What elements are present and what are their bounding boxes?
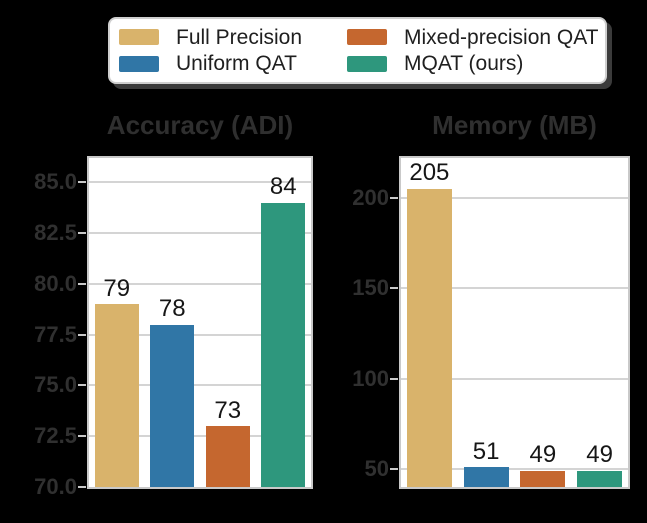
bar-uniform-qat — [463, 467, 509, 487]
ytick-label: 200 — [352, 184, 389, 210]
ytick-mark — [78, 181, 86, 184]
ytick-label: 72.5 — [34, 423, 77, 449]
legend-swatch-mixed-precision-qat — [347, 29, 387, 46]
bar-value-label: 49 — [586, 441, 613, 469]
gridline-y-75 — [89, 384, 311, 387]
legend-swatch-uniform-qat — [119, 55, 159, 72]
ytick-mark — [78, 435, 86, 438]
bar-value-label: 78 — [158, 295, 186, 323]
accuracy-chart-title: Accuracy (ADI) — [106, 110, 294, 140]
ytick-label: 150 — [352, 275, 389, 301]
gridline-y-85 — [89, 181, 311, 184]
legend-item-full-precision: Full Precision — [119, 27, 347, 48]
gridline-y-150 — [401, 287, 628, 290]
bar-value-label: 84 — [269, 173, 297, 201]
ytick-mark — [78, 486, 86, 488]
gridline-y-77.5 — [89, 333, 311, 336]
ytick-label: 82.5 — [34, 220, 77, 246]
legend-item-mixed-precision-qat: Mixed-precision QAT — [347, 27, 599, 48]
bar-value-label: 73 — [214, 396, 242, 424]
bar-value-label: 49 — [529, 441, 557, 469]
ytick-label: 85.0 — [34, 169, 77, 195]
legend-item-mqat-ours: MQAT (ours) — [347, 53, 599, 74]
gridline-y-80 — [89, 282, 311, 285]
legend-label: Mixed-precision QAT — [404, 25, 599, 49]
ytick-mark — [78, 232, 86, 235]
ytick-mark — [78, 282, 86, 285]
ytick-label: 77.5 — [34, 321, 77, 347]
accuracy-chart: Accuracy (ADI) 70.0 72.5 75.0 77.5 80.0 82.5 8… — [34, 112, 313, 499]
bar-uniform-qat — [150, 324, 195, 487]
legend-label: Uniform QAT — [176, 52, 297, 76]
gridline-y-72.5 — [89, 435, 311, 438]
memory-chart-title: Memory (MB) — [432, 110, 597, 140]
ytick-label: 80.0 — [34, 270, 77, 296]
ytick-mark — [390, 377, 398, 380]
gridline-y-200 — [401, 196, 628, 199]
ytick-label: 50 — [364, 455, 389, 481]
gridline-y-100 — [401, 377, 628, 380]
legend: Full Precision Uniform QAT Mixed-precision… — [108, 17, 607, 84]
bar-mixed-precision-qat — [205, 426, 250, 487]
memory-chart: Memory (MB) 50 100 150 200 205 51 49 49 — [352, 112, 630, 489]
ytick-mark — [390, 287, 398, 290]
ytick-mark — [390, 196, 398, 199]
ytick-label: 100 — [352, 365, 389, 391]
gridline-y-50 — [401, 467, 628, 470]
bar-value-label: 51 — [472, 437, 500, 465]
bar-full-precision — [94, 304, 139, 487]
gridline-y-82.5 — [89, 232, 311, 235]
bar-mixed-precision-qat — [520, 470, 566, 487]
ytick-label: 70.0 — [34, 474, 77, 499]
accuracy-plot-area: 70.0 72.5 75.0 77.5 80.0 82.5 85.0 79 78 73 84 — [34, 156, 313, 499]
legend-swatch-full-precision — [119, 29, 159, 46]
legend-label: Full Precision — [176, 25, 303, 49]
ytick-mark — [78, 333, 86, 336]
memory-plot-area: 50 100 150 200 205 51 49 49 — [352, 156, 630, 489]
bar-value-label: 205 — [409, 159, 450, 187]
legend-item-uniform-qat: Uniform QAT — [119, 53, 347, 74]
bar-mqat-ours — [261, 202, 306, 487]
bar-full-precision — [406, 188, 452, 487]
bar-value-label: 79 — [103, 274, 131, 302]
ytick-mark — [390, 467, 398, 470]
legend-label: MQAT (ours) — [404, 52, 524, 76]
ytick-mark — [78, 384, 86, 387]
bar-mqat-ours — [577, 470, 623, 487]
legend-swatch-mqat-ours — [347, 55, 387, 72]
ytick-label: 75.0 — [34, 372, 77, 398]
